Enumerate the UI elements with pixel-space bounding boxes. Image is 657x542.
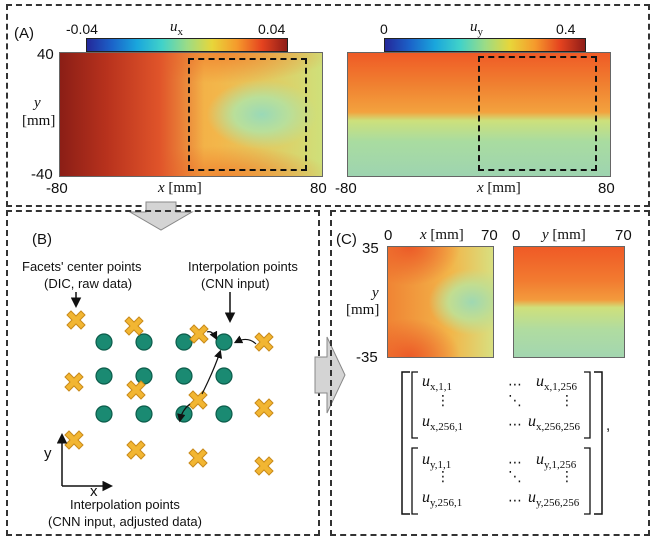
matrix-ux-vdots-right: ⋮: [560, 393, 574, 409]
panel-c-label: (C): [336, 231, 357, 248]
ux-x-tick-left: -80: [46, 180, 68, 197]
adjusted-label-line2: (CNN input, adjusted data): [48, 514, 202, 529]
uy-colorbar-title: uy: [470, 19, 483, 38]
c-map2-x-tick-0: 0: [512, 227, 521, 244]
matrix-ux-256-1: ux,256,1: [422, 413, 463, 434]
matrix-uy-hdots-top: ⋯: [508, 455, 522, 471]
interp-label-line2: (CNN input): [201, 276, 270, 291]
ux-heatmap: [59, 52, 323, 177]
matrix-uy-256-1: uy,256,1: [422, 489, 463, 510]
uy-colorbar-min: 0: [380, 21, 388, 37]
uy-colorbar-max: 0.4: [556, 21, 576, 37]
panel-a: [6, 4, 650, 207]
uy-colorbar: [384, 38, 586, 52]
matrix-ux-vdots-left: ⋮: [436, 393, 450, 409]
ux-colorbar: [86, 38, 288, 52]
facets-label-line1: Facets' center points: [22, 259, 142, 274]
ux-x-tick-right: 80: [310, 180, 327, 197]
matrix-ux-hdots-bottom: ⋯: [508, 417, 522, 433]
matrix-uy-vdots-left: ⋮: [436, 469, 450, 485]
arrow-down-shape: [128, 201, 194, 231]
matrix-ux-256-256: ux,256,256: [528, 413, 580, 434]
ux-colorbar-min: -0.04: [66, 21, 98, 37]
c-y-axis-unit: [mm]: [346, 302, 380, 318]
uy-region-box: [478, 56, 597, 171]
c-y-tick-bottom: -35: [356, 349, 378, 366]
b-axis-x-label: x: [90, 483, 98, 500]
b-axis-y-label: y: [44, 445, 52, 462]
matrix-brackets: [401, 371, 603, 515]
ux-y-axis-label: y: [34, 95, 41, 111]
ux-y-axis-unit: [mm]: [22, 113, 56, 129]
interpolation-points: [95, 333, 233, 423]
c-map1-x-tick-70: 70: [481, 227, 498, 244]
matrix-uy-1-1: uy,1,1: [422, 451, 452, 472]
facet-center-points: [64, 310, 274, 476]
ux-x-axis-label: x [mm]: [158, 180, 202, 196]
panel-c: [330, 210, 650, 536]
uy-x-tick-left: -80: [335, 180, 357, 197]
uy-x-tick-right: 80: [598, 180, 615, 197]
matrix-uy-256-256: uy,256,256: [528, 489, 580, 510]
ux-cropped-map: [387, 246, 494, 358]
adjusted-label-line1: Interpolation points: [70, 497, 180, 512]
matrix-ux-1-1: ux,1,1: [422, 373, 452, 394]
c-y-axis-label: y: [372, 285, 379, 301]
interp-label-line1: Interpolation points: [188, 259, 298, 274]
uy-x-axis-label: x [mm]: [477, 180, 521, 196]
matrix-uy-vdots-right: ⋮: [560, 469, 574, 485]
matrix-ux-hdots-top: ⋯: [508, 377, 522, 393]
ux-colorbar-max: 0.04: [258, 21, 286, 37]
c-map1-x-tick-0: 0: [384, 227, 393, 244]
c-map2-x-tick-70: 70: [615, 227, 632, 244]
matrix-ux-1-256: ux,1,256: [536, 373, 577, 394]
panel-b-label: (B): [32, 231, 52, 248]
matrix-uy-ddots: ⋱: [508, 469, 522, 485]
c-y-tick-top: 35: [362, 240, 379, 257]
uy-cropped-map: [513, 246, 625, 358]
matrix-comma: ,: [606, 417, 611, 434]
facets-label-line2: (DIC, raw data): [44, 276, 133, 291]
matrix-uy-1-256: uy,1,256: [536, 451, 577, 472]
ux-region-box: [188, 58, 307, 171]
c-map1-x-axis-label: x [mm]: [420, 227, 464, 243]
matrix-uy-hdots-bottom: ⋯: [508, 493, 522, 509]
ux-y-tick-top: 40: [37, 46, 54, 63]
ux-colorbar-title: ux: [170, 19, 183, 38]
c-map2-x-axis-label: y [mm]: [542, 227, 586, 243]
ux-y-tick-bottom: -40: [31, 166, 53, 183]
matrix-ux-ddots: ⋱: [508, 393, 522, 409]
interpolation-diagram: [56, 292, 274, 492]
panel-a-label: (A): [14, 25, 34, 42]
